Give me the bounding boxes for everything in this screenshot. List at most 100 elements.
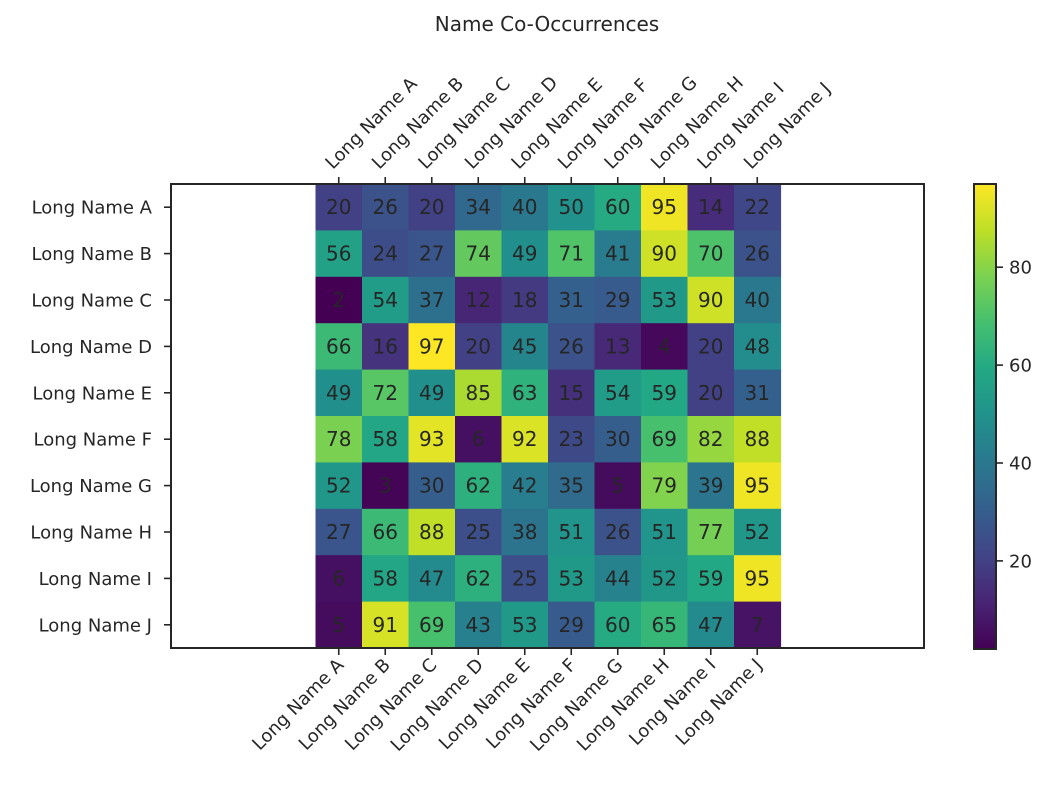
cell-value-label: 44 [605,566,630,590]
cell-value-label: 25 [512,566,537,590]
cell-value-label: 26 [373,195,398,219]
heatmap-cell [315,555,363,603]
cell-value-label: 35 [559,474,584,498]
cell-value-label: 29 [559,613,584,637]
cell-value-label: 27 [326,520,351,544]
cell-value-label: 42 [512,474,537,498]
heatmap-cell [362,555,410,603]
cell-value-label: 88 [745,427,770,451]
heatmap-cell [455,601,503,649]
heatmap-cell [362,369,410,417]
heatmap-cell [455,369,503,417]
colorbar-tick-label: 80 [1009,258,1032,279]
heatmap-cell [455,184,503,231]
heatmap-cell [408,462,456,510]
heatmap-cell [408,276,456,324]
heatmap-cell [594,555,642,603]
heatmap-cell [687,276,735,324]
cell-value-label: 97 [419,334,444,358]
heatmap-cell [315,416,363,463]
y-tick-label: Long Name J [39,615,152,636]
cell-value-label: 95 [745,474,770,498]
cell-value-label: 71 [559,242,584,266]
cell-value-label: 38 [512,520,537,544]
cell-value-label: 85 [466,381,491,405]
cell-value-label: 49 [326,381,351,405]
heatmap-cell [501,416,549,463]
y-tick-label: Long Name E [33,383,152,404]
heatmap-cell [501,230,549,278]
heatmap-cell [548,276,596,324]
cell-value-label: 37 [419,288,444,312]
cell-value-label: 95 [745,566,770,590]
heatmap-cell [548,508,596,556]
heatmap-cell [548,184,596,231]
cell-value-label: 66 [373,520,398,544]
heatmap-cell [548,369,596,417]
heatmap-cell [315,508,363,556]
heatmap-cell [641,555,689,603]
heatmap-cell [687,230,735,278]
heatmap-cell [641,184,689,231]
heatmap-cell [315,184,363,231]
y-tick-label: Long Name A [32,198,153,219]
cell-value-label: 40 [512,195,537,219]
cell-value-label: 24 [373,242,398,266]
cell-value-label: 30 [605,427,630,451]
heatmap-cell [501,184,549,231]
cell-value-label: 18 [512,288,537,312]
cell-value-label: 12 [466,288,491,312]
cell-value-label: 29 [605,288,630,312]
cell-value-label: 49 [419,381,444,405]
heatmap-cell [548,555,596,603]
colorbar-tick-label: 60 [1009,356,1032,377]
heatmap-cell [734,276,782,324]
axes-frame [170,183,925,649]
heatmap-cell [315,601,363,649]
cell-value-label: 90 [652,242,677,266]
heatmap-cell [315,276,363,324]
heatmap-cell [641,276,689,324]
heatmap-cell [734,508,782,556]
cell-value-label: 62 [466,474,491,498]
heatmap-cell [594,462,642,510]
heatmap-cell [501,276,549,324]
heatmap-cell [687,508,735,556]
cell-value-label: 90 [698,288,723,312]
cell-value-label: 47 [698,613,723,637]
cell-value-label: 6 [332,566,345,590]
cell-value-label: 93 [419,427,444,451]
cell-value-label: 27 [419,242,444,266]
heatmap-cell [548,323,596,371]
cell-value-label: 5 [611,474,624,498]
heatmap-cell [687,323,735,371]
cell-value-label: 60 [605,195,630,219]
cell-value-label: 50 [559,195,584,219]
y-tick-label: Long Name D [30,337,152,358]
cell-value-label: 53 [652,288,677,312]
cell-value-label: 52 [652,566,677,590]
heatmap-cell [315,323,363,371]
cell-value-label: 7 [751,613,764,637]
y-tick-label: Long Name F [34,430,152,451]
cell-value-label: 69 [652,427,677,451]
cell-value-label: 20 [326,195,351,219]
cell-value-label: 5 [332,613,345,637]
cell-value-label: 26 [605,520,630,544]
cell-value-label: 43 [466,613,491,637]
heatmap-cell [734,462,782,510]
cell-value-label: 34 [466,195,491,219]
cell-value-label: 6 [472,427,485,451]
cell-value-label: 91 [373,613,398,637]
heatmap-cell [501,555,549,603]
heatmap-cell [734,416,782,463]
y-tick-label: Long Name C [31,291,152,312]
y-tick-label: Long Name B [32,244,152,265]
heatmap-cell [408,369,456,417]
cell-value-label: 20 [419,195,444,219]
heatmap-cell [362,184,410,231]
cell-value-label: 15 [559,381,584,405]
heatmap-cell [362,230,410,278]
heatmap-cell [362,416,410,463]
cell-value-label: 39 [698,474,723,498]
